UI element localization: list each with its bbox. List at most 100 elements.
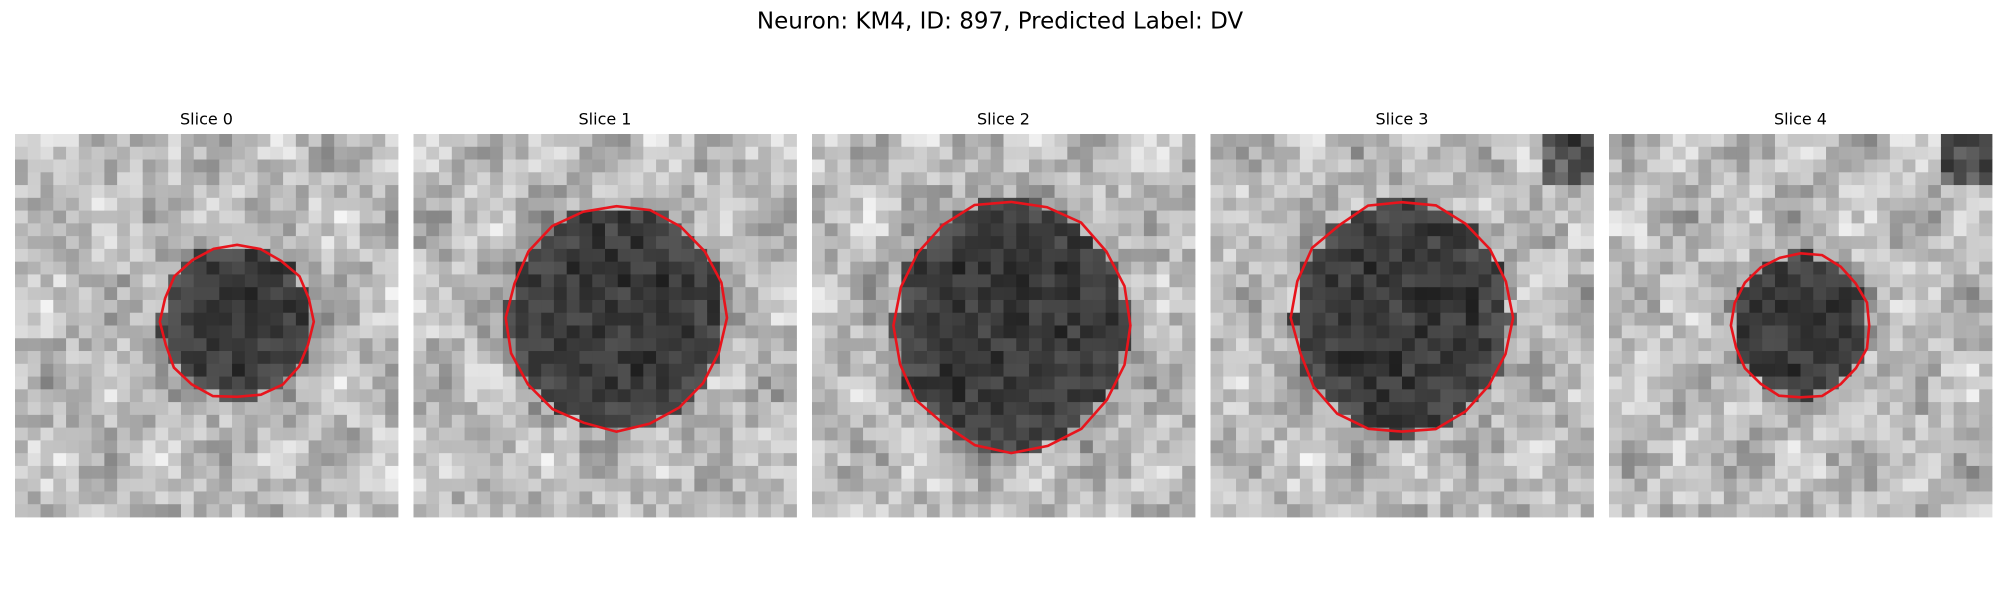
pixel: [1274, 465, 1288, 480]
pixel: [104, 325, 118, 339]
pixel: [1363, 134, 1377, 148]
pixel: [952, 414, 966, 429]
pixel: [413, 248, 427, 263]
pixel: [783, 223, 797, 237]
pixel: [1660, 210, 1674, 224]
pixel: [541, 172, 555, 186]
pixel: [758, 402, 772, 416]
pixel: [515, 465, 529, 480]
pixel: [850, 299, 864, 314]
pixel: [206, 465, 220, 480]
pixel: [78, 363, 92, 377]
pixel: [270, 299, 284, 314]
pixel: [15, 236, 29, 250]
pixel: [117, 236, 131, 250]
pixel: [426, 172, 440, 186]
pixel: [617, 287, 631, 301]
pixel: [1067, 440, 1081, 454]
pixel: [1156, 261, 1170, 275]
pixel: [1299, 440, 1314, 454]
pixel: [117, 261, 131, 275]
pixel: [758, 363, 772, 377]
pixel: [1261, 223, 1275, 237]
pixel: [656, 146, 670, 160]
pixel: [1143, 261, 1158, 275]
pixel: [566, 325, 580, 339]
pixel: [53, 465, 67, 480]
pixel: [783, 236, 797, 250]
pixel: [180, 134, 195, 148]
pixel: [566, 453, 580, 467]
pixel: [1029, 185, 1043, 199]
pixel: [1169, 389, 1183, 403]
pixel: [965, 427, 979, 441]
pixel: [875, 248, 889, 263]
pixel: [490, 465, 504, 480]
pixel: [668, 248, 682, 263]
pixel: [1889, 134, 1904, 148]
pixel: [1156, 159, 1170, 173]
pixel: [1516, 134, 1531, 148]
pixel: [888, 261, 902, 275]
pixel: [219, 504, 233, 518]
pixel: [1634, 146, 1648, 160]
pixel: [1800, 465, 1814, 480]
pixel: [1647, 351, 1661, 365]
pixel: [334, 223, 348, 237]
pixel: [1774, 274, 1789, 288]
pixel: [1838, 248, 1852, 263]
pixel: [1143, 338, 1158, 352]
pixel: [1453, 491, 1467, 505]
pixel: [15, 210, 29, 224]
pixel: [1016, 210, 1030, 224]
pixel: [464, 338, 478, 352]
pixel: [926, 172, 941, 186]
pixel: [694, 299, 708, 314]
pixel: [1453, 312, 1467, 326]
pixel: [1979, 389, 1993, 403]
pixel: [1414, 172, 1428, 186]
pixel: [1736, 299, 1750, 314]
pixel: [1105, 223, 1119, 237]
pixel: [270, 351, 284, 365]
pixel: [117, 299, 131, 314]
pixel: [1182, 465, 1196, 480]
pixel: [850, 465, 864, 480]
pixel: [1774, 261, 1789, 275]
pixel: [745, 223, 759, 237]
pixel: [295, 465, 310, 480]
pixel: [413, 197, 427, 211]
pixel: [1864, 504, 1878, 518]
pixel: [1609, 351, 1623, 365]
pixel: [1118, 465, 1132, 480]
pixel: [1312, 453, 1326, 467]
pixel: [707, 274, 721, 288]
pixel: [837, 491, 851, 505]
pixel: [308, 414, 322, 429]
pixel: [295, 478, 310, 492]
pixel: [413, 453, 427, 467]
pixel: [53, 197, 67, 211]
pixel: [965, 185, 979, 199]
pixel: [1080, 325, 1094, 339]
pixel: [1711, 312, 1725, 326]
pixel: [439, 402, 453, 416]
pixel: [863, 261, 877, 275]
pixel: [1223, 287, 1237, 301]
pixel: [617, 478, 631, 492]
pixel: [1711, 261, 1725, 275]
pixel: [1529, 223, 1543, 237]
pixel: [1838, 197, 1852, 211]
pixel: [1567, 287, 1582, 301]
pixel: [939, 325, 953, 339]
pixel: [1478, 248, 1492, 263]
pixel: [1542, 478, 1556, 492]
pixel: [1838, 299, 1852, 314]
pixel: [104, 504, 118, 518]
pixel: [334, 236, 348, 250]
pixel: [1029, 261, 1043, 275]
pixel: [1236, 440, 1250, 454]
pixel: [990, 223, 1004, 237]
pixel: [219, 312, 233, 326]
pixel: [528, 274, 542, 288]
